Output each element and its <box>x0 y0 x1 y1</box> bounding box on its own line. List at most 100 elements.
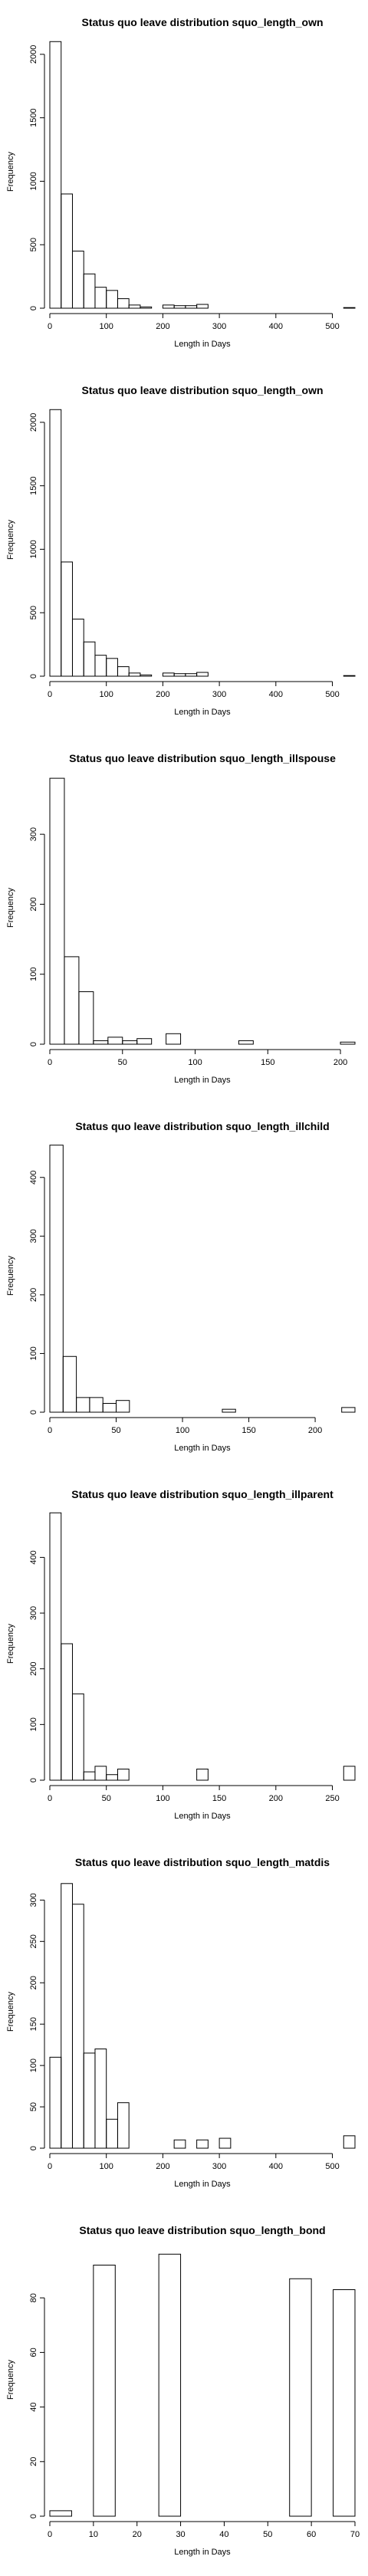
histogram-bar <box>222 1408 236 1413</box>
histogram-bar <box>117 298 130 309</box>
x-tick-label: 0 <box>48 1426 52 1435</box>
y-tick-label: 200 <box>29 1976 38 1990</box>
histogram-bar <box>107 1037 123 1045</box>
x-tick-label: 200 <box>334 1058 347 1067</box>
y-tick-label: 1500 <box>29 476 38 495</box>
histogram-bar <box>49 777 65 1045</box>
y-axis-label: Frequency <box>6 1624 15 1664</box>
histogram-bar <box>93 1040 109 1045</box>
histogram-bar <box>166 1033 182 1045</box>
histogram-bar <box>117 1768 130 1781</box>
histogram-bar <box>106 1774 118 1781</box>
y-tick-label: 1000 <box>29 172 38 190</box>
x-tick-label: 150 <box>242 1426 255 1435</box>
y-tick-label: 200 <box>29 1288 38 1302</box>
histogram-bar <box>196 2139 209 2149</box>
y-tick-label: 0 <box>29 1042 38 1046</box>
histogram-bar <box>49 1512 62 1781</box>
histogram-bar <box>49 2510 72 2517</box>
histogram-bar <box>83 273 96 309</box>
y-tick-label: 0 <box>29 1778 38 1783</box>
histogram-bar <box>196 1768 209 1781</box>
histogram-bar <box>185 673 198 677</box>
x-tick-label: 100 <box>188 1058 202 1067</box>
histogram-bar <box>106 290 118 309</box>
histogram-chart: Status quo leave distribution squo_lengt… <box>6 1120 356 1453</box>
y-tick-label: 500 <box>29 238 38 251</box>
y-axis-label: Frequency <box>6 1992 15 2032</box>
histogram-bar <box>49 2056 62 2149</box>
x-tick-label: 100 <box>176 1426 189 1435</box>
x-tick-label: 50 <box>263 2530 272 2539</box>
histogram-bar <box>49 1145 64 1413</box>
y-tick-label: 0 <box>29 306 38 310</box>
histogram-bar <box>61 1643 73 1781</box>
x-tick-label: 200 <box>269 1794 283 1803</box>
x-tick-label: 500 <box>325 2162 339 2171</box>
x-tick-label: 200 <box>156 322 169 331</box>
x-tick-label: 70 <box>350 2530 360 2539</box>
histogram-bar <box>185 305 198 309</box>
histogram-chart: Status quo leave distribution squo_lengt… <box>6 2224 360 2557</box>
histogram-bar <box>343 675 356 677</box>
y-tick-label: 1000 <box>29 540 38 558</box>
histogram-bar <box>94 287 107 309</box>
y-tick-label: 0 <box>29 2146 38 2150</box>
y-tick-label: 0 <box>29 674 38 678</box>
x-axis-label: Length in Days <box>174 1812 231 1821</box>
x-tick-label: 20 <box>133 2530 142 2539</box>
chart-title: Status quo leave distribution squo_lengt… <box>69 752 336 764</box>
histogram-bar <box>158 2253 182 2517</box>
histogram-bar <box>93 2264 116 2517</box>
histogram-bar <box>64 956 80 1045</box>
y-tick-label: 400 <box>29 1171 38 1184</box>
x-tick-label: 0 <box>48 2530 52 2539</box>
x-tick-label: 40 <box>219 2530 228 2539</box>
chart-title: Status quo leave distribution squo_lengt… <box>75 1120 329 1132</box>
histogram-bar <box>173 305 186 309</box>
chart-title: Status quo leave distribution squo_lengt… <box>81 16 323 28</box>
chart-title: Status quo leave distribution squo_lengt… <box>75 1856 330 1868</box>
x-tick-label: 500 <box>325 690 339 699</box>
y-tick-label: 200 <box>29 1662 38 1676</box>
y-axis-label: Frequency <box>6 888 15 928</box>
histogram-bar <box>196 304 209 309</box>
y-tick-label: 100 <box>29 1717 38 1731</box>
y-tick-label: 40 <box>29 2402 38 2411</box>
x-tick-label: 100 <box>100 322 113 331</box>
histogram-chart: Status quo leave distribution squo_lengt… <box>6 1856 356 2189</box>
x-tick-label: 400 <box>269 322 283 331</box>
histogram-bar <box>106 658 118 677</box>
histogram-bar <box>343 2135 356 2149</box>
y-tick-label: 250 <box>29 1934 38 1948</box>
x-tick-label: 0 <box>48 2162 52 2171</box>
histogram-bar <box>117 666 130 677</box>
histogram-bar <box>116 1400 130 1413</box>
histogram-bar <box>49 41 62 309</box>
y-axis-label: Frequency <box>6 1256 15 1296</box>
y-tick-label: 150 <box>29 2017 38 2031</box>
histogram-chart: Status quo leave distribution squo_lengt… <box>6 384 356 717</box>
histogram-bar <box>83 2052 96 2149</box>
x-tick-label: 150 <box>261 1058 274 1067</box>
y-tick-label: 100 <box>29 968 38 981</box>
y-tick-label: 0 <box>29 2514 38 2518</box>
y-axis-label: Frequency <box>6 2360 15 2400</box>
y-tick-label: 2000 <box>29 45 38 64</box>
histogram-bar <box>122 1040 138 1045</box>
histogram-bar <box>106 2118 118 2149</box>
y-tick-label: 60 <box>29 2348 38 2357</box>
histogram-chart: Status quo leave distribution squo_lengt… <box>6 16 356 349</box>
x-tick-label: 50 <box>118 1058 127 1067</box>
x-tick-label: 400 <box>269 2162 283 2171</box>
histogram-bar <box>94 1766 107 1781</box>
y-tick-label: 20 <box>29 2457 38 2466</box>
histogram-bar <box>343 1766 356 1781</box>
x-tick-label: 0 <box>48 1794 52 1803</box>
y-tick-label: 50 <box>29 2102 38 2111</box>
histogram-bar <box>162 672 175 677</box>
x-tick-label: 250 <box>325 1794 339 1803</box>
y-tick-label: 0 <box>29 1410 38 1414</box>
x-tick-label: 100 <box>100 690 113 699</box>
